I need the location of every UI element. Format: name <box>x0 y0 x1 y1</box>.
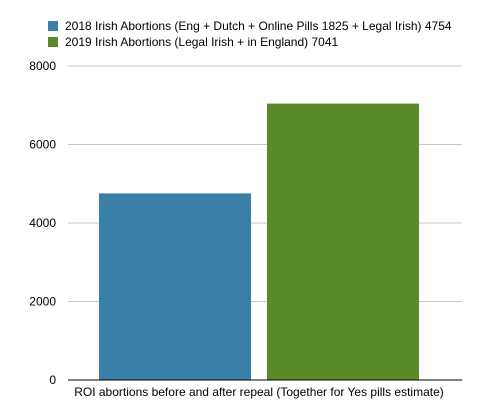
legend-label-2019: 2019 Irish Abortions (Legal Irish + in E… <box>65 35 339 49</box>
y-tick-labels: 0 2000 4000 6000 8000 <box>29 59 56 387</box>
legend-swatch-2018 <box>48 21 58 31</box>
y-tick-label: 4000 <box>29 216 56 230</box>
bars <box>99 103 419 380</box>
legend-item-2018: 2018 Irish Abortions (Eng + Dutch + Onli… <box>48 18 452 34</box>
legend-item-2019: 2019 Irish Abortions (Legal Irish + in E… <box>48 34 452 50</box>
chart-legend: 2018 Irish Abortions (Eng + Dutch + Onli… <box>48 18 452 50</box>
y-tick-label: 6000 <box>29 138 56 152</box>
y-tick-label: 2000 <box>29 295 56 309</box>
legend-label-2018: 2018 Irish Abortions (Eng + Dutch + Onli… <box>65 19 452 33</box>
legend-swatch-2019 <box>48 37 58 47</box>
y-tick-label: 0 <box>49 373 56 387</box>
y-tick-label: 8000 <box>29 59 56 73</box>
bar-2019 <box>267 103 419 380</box>
bar-2018 <box>99 193 251 380</box>
x-axis-label: ROI abortions before and after repeal (T… <box>74 385 444 399</box>
